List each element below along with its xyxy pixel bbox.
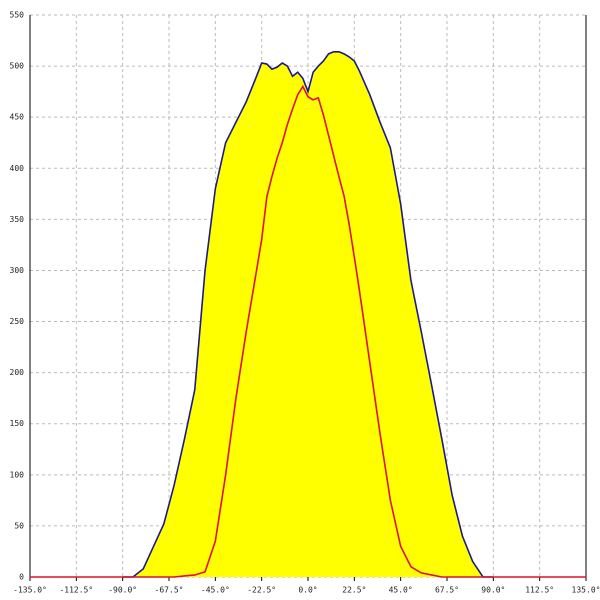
x-tick-label: 0.0° bbox=[298, 586, 317, 595]
y-tick-label: 500 bbox=[10, 62, 25, 71]
x-tick-label: -112.5° bbox=[59, 586, 93, 595]
area bbox=[122, 51, 494, 577]
x-tick-label: 112.5° bbox=[525, 586, 554, 595]
y-tick-label: 550 bbox=[10, 11, 25, 20]
x-tick-label: -90.0° bbox=[108, 586, 137, 595]
x-tick-label: 45.0° bbox=[389, 586, 413, 595]
y-tick-label: 300 bbox=[10, 266, 25, 275]
x-tick-label: 90.0° bbox=[481, 586, 505, 595]
y-tick-label: 0 bbox=[19, 573, 24, 582]
y-tick-label: 50 bbox=[14, 521, 24, 530]
x-tick-label: 67.5° bbox=[435, 586, 459, 595]
x-tick-label: -22.5° bbox=[247, 586, 276, 595]
x-tick-label: 22.5° bbox=[342, 586, 366, 595]
x-tick-label: -67.5° bbox=[155, 586, 184, 595]
line bbox=[30, 84, 586, 578]
y-tick-label: 150 bbox=[10, 419, 25, 428]
y-tick-label: 250 bbox=[10, 317, 25, 326]
line bbox=[122, 50, 494, 578]
y-tick-label: 350 bbox=[10, 215, 25, 224]
x-tick-label: 135.0° bbox=[572, 586, 600, 595]
y-tick-label: 100 bbox=[10, 470, 25, 479]
x-tick-label: -135.0° bbox=[13, 586, 47, 595]
x-tick-label: -45.0° bbox=[201, 586, 230, 595]
y-tick-label: 400 bbox=[10, 164, 25, 173]
y-tick-label: 200 bbox=[10, 368, 25, 377]
y-tick-label: 450 bbox=[10, 113, 25, 122]
